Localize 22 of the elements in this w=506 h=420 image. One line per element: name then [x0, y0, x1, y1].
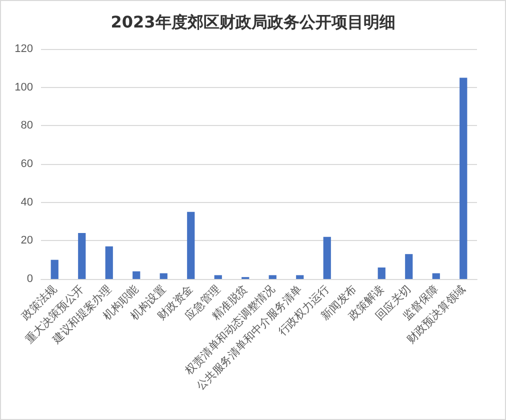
bar: [268, 275, 276, 279]
y-tick-label: 100: [14, 81, 33, 94]
bar: [378, 268, 386, 279]
y-tick-label: 80: [20, 120, 33, 132]
bar: [78, 233, 86, 279]
bar: [432, 273, 440, 279]
y-tick-label: 40: [20, 196, 33, 208]
bar: [132, 271, 140, 279]
y-tick-label: 120: [14, 43, 33, 55]
bar: [405, 254, 413, 279]
bar: [160, 273, 168, 279]
bar: [187, 212, 195, 279]
bar: [323, 236, 331, 279]
y-tick-label: 60: [20, 158, 33, 170]
bar: [296, 275, 304, 279]
bar: [50, 260, 58, 279]
bar: [460, 78, 468, 279]
y-tick-label: 20: [20, 234, 33, 247]
bar: [214, 275, 222, 279]
chart-title: 2023年度郊区财政局政务公开项目明细: [110, 12, 396, 32]
bar: [105, 246, 113, 279]
y-tick-label: 0: [26, 273, 33, 285]
